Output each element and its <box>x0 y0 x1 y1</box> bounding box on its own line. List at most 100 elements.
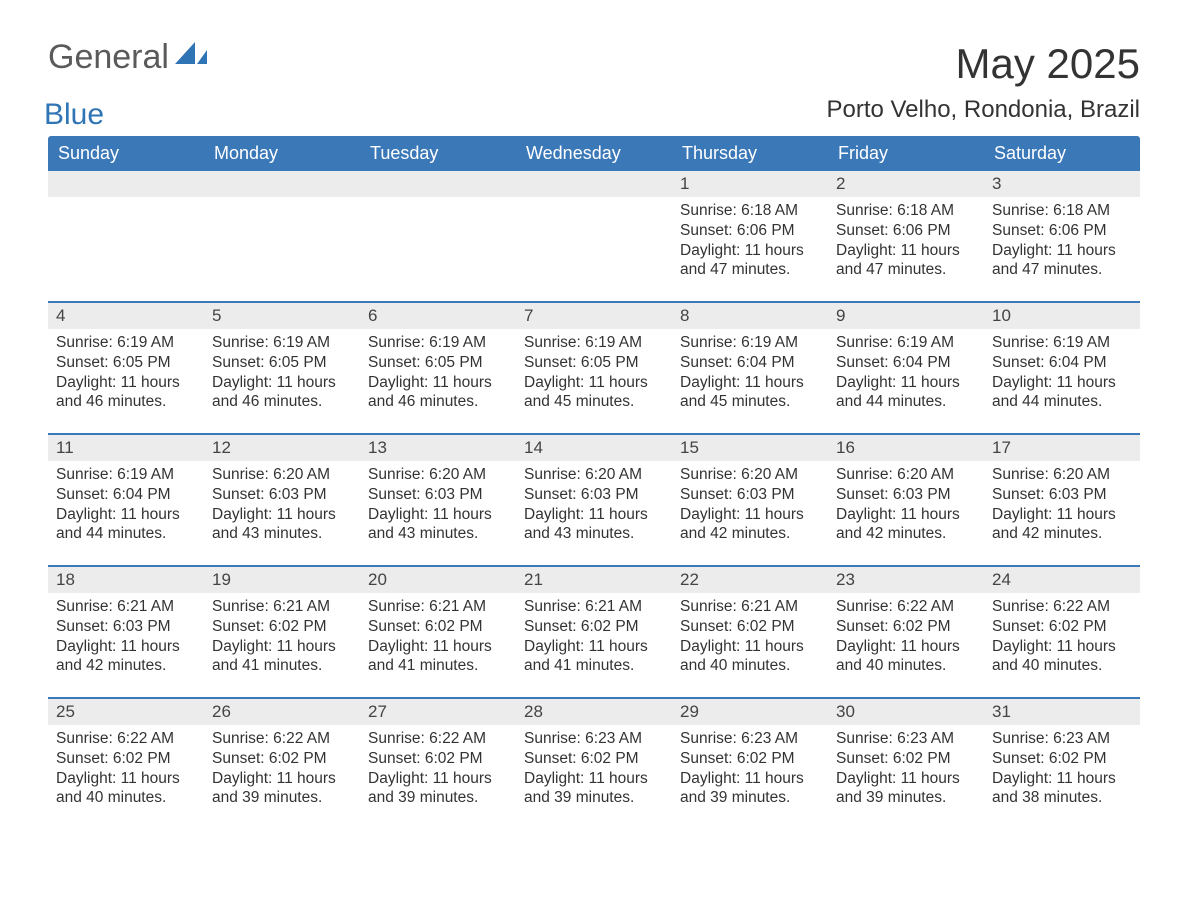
daylight-line: Daylight: 11 hours and 39 minutes. <box>524 769 664 809</box>
sunrise-line: Sunrise: 6:19 AM <box>836 333 976 353</box>
day-cell: 7Sunrise: 6:19 AMSunset: 6:05 PMDaylight… <box>516 303 672 433</box>
sunset-line: Sunset: 6:02 PM <box>368 617 508 637</box>
weeks-container: 1Sunrise: 6:18 AMSunset: 6:06 PMDaylight… <box>48 171 1140 829</box>
daylight-line: Daylight: 11 hours and 42 minutes. <box>56 637 196 677</box>
day-cell <box>204 171 360 301</box>
daylight-line: Daylight: 11 hours and 40 minutes. <box>680 637 820 677</box>
daylight-line: Daylight: 11 hours and 44 minutes. <box>992 373 1132 413</box>
day-body: Sunrise: 6:20 AMSunset: 6:03 PMDaylight:… <box>516 461 672 552</box>
sunrise-line: Sunrise: 6:23 AM <box>680 729 820 749</box>
sunrise-line: Sunrise: 6:19 AM <box>56 333 196 353</box>
day-body: Sunrise: 6:22 AMSunset: 6:02 PMDaylight:… <box>360 725 516 816</box>
sunset-line: Sunset: 6:03 PM <box>680 485 820 505</box>
sunset-line: Sunset: 6:05 PM <box>212 353 352 373</box>
day-cell: 1Sunrise: 6:18 AMSunset: 6:06 PMDaylight… <box>672 171 828 301</box>
day-body: Sunrise: 6:20 AMSunset: 6:03 PMDaylight:… <box>204 461 360 552</box>
sunset-line: Sunset: 6:04 PM <box>992 353 1132 373</box>
sunrise-line: Sunrise: 6:22 AM <box>368 729 508 749</box>
day-body: Sunrise: 6:23 AMSunset: 6:02 PMDaylight:… <box>672 725 828 816</box>
day-number: 21 <box>516 567 672 593</box>
day-cell: 8Sunrise: 6:19 AMSunset: 6:04 PMDaylight… <box>672 303 828 433</box>
day-number: 30 <box>828 699 984 725</box>
day-cell: 24 Sunrise: 6:22 AMSunset: 6:02 PMDayligh… <box>984 567 1140 697</box>
sunrise-line: Sunrise: 6:23 AM <box>992 729 1132 749</box>
sunrise-line: Sunrise: 6:21 AM <box>524 597 664 617</box>
day-number: 17 <box>984 435 1140 461</box>
day-number: 7 <box>516 303 672 329</box>
day-number: 20 <box>360 567 516 593</box>
daylight-line: Daylight: 11 hours and 40 minutes. <box>992 637 1132 677</box>
day-body: Sunrise: 6:20 AMSunset: 6:03 PMDaylight:… <box>672 461 828 552</box>
day-number: 11 <box>48 435 204 461</box>
logo-word-general: General <box>48 38 169 76</box>
day-cell: 20Sunrise: 6:21 AMSunset: 6:02 PMDayligh… <box>360 567 516 697</box>
daylight-line: Daylight: 11 hours and 46 minutes. <box>212 373 352 413</box>
calendar: SundayMondayTuesdayWednesdayThursdayFrid… <box>48 136 1140 829</box>
daylight-line: Daylight: 11 hours and 45 minutes. <box>524 373 664 413</box>
day-number: 6 <box>360 303 516 329</box>
sunset-line: Sunset: 6:02 PM <box>992 617 1132 637</box>
sunset-line: Sunset: 6:02 PM <box>680 617 820 637</box>
day-cell: 21 Sunrise: 6:21 AMSunset: 6:02 PMDayligh… <box>516 567 672 697</box>
day-number: 14 <box>516 435 672 461</box>
day-body: Sunrise: 6:22 AMSunset: 6:02 PMDaylight:… <box>828 593 984 684</box>
day-number: 1 <box>672 171 828 197</box>
daylight-line: Daylight: 11 hours and 40 minutes. <box>836 637 976 677</box>
daylight-line: Daylight: 11 hours and 43 minutes. <box>212 505 352 545</box>
month-title: May 2025 <box>826 40 1140 88</box>
weekday-monday: Monday <box>204 136 360 171</box>
sunrise-line: Sunrise: 6:18 AM <box>992 201 1132 221</box>
sunrise-line: Sunrise: 6:18 AM <box>680 201 820 221</box>
day-cell: 2Sunrise: 6:18 AMSunset: 6:06 PMDaylight… <box>828 171 984 301</box>
day-cell: 23Sunrise: 6:22 AMSunset: 6:02 PMDayligh… <box>828 567 984 697</box>
week-row: 18Sunrise: 6:21 AMSunset: 6:03 PMDayligh… <box>48 565 1140 697</box>
day-cell: 3Sunrise: 6:18 AMSunset: 6:06 PMDaylight… <box>984 171 1140 301</box>
day-body <box>204 197 360 209</box>
day-cell: 27Sunrise: 6:22 AMSunset: 6:02 PMDayligh… <box>360 699 516 829</box>
daylight-line: Daylight: 11 hours and 44 minutes. <box>836 373 976 413</box>
daylight-line: Daylight: 11 hours and 39 minutes. <box>368 769 508 809</box>
week-row: 1Sunrise: 6:18 AMSunset: 6:06 PMDaylight… <box>48 171 1140 301</box>
day-body: Sunrise: 6:18 AMSunset: 6:06 PMDaylight:… <box>672 197 828 288</box>
day-number: 18 <box>48 567 204 593</box>
day-number <box>48 171 204 197</box>
sunrise-line: Sunrise: 6:21 AM <box>368 597 508 617</box>
logo-sail-icon <box>175 42 209 69</box>
week-row: 25Sunrise: 6:22 AMSunset: 6:02 PMDayligh… <box>48 697 1140 829</box>
sunrise-line: Sunrise: 6:23 AM <box>524 729 664 749</box>
weekday-thursday: Thursday <box>672 136 828 171</box>
sunset-line: Sunset: 6:02 PM <box>836 749 976 769</box>
day-cell: 15Sunrise: 6:20 AMSunset: 6:03 PMDayligh… <box>672 435 828 565</box>
day-body: Sunrise: 6:19 AMSunset: 6:05 PMDaylight:… <box>360 329 516 420</box>
sunrise-line: Sunrise: 6:19 AM <box>524 333 664 353</box>
daylight-line: Daylight: 11 hours and 41 minutes. <box>212 637 352 677</box>
daylight-line: Daylight: 11 hours and 43 minutes. <box>524 505 664 545</box>
day-cell: 19Sunrise: 6:21 AMSunset: 6:02 PMDayligh… <box>204 567 360 697</box>
logo: General Blue <box>48 40 207 108</box>
weekday-tuesday: Tuesday <box>360 136 516 171</box>
day-body: Sunrise: 6:21 AMSunset: 6:02 PMDaylight:… <box>672 593 828 684</box>
sunset-line: Sunset: 6:03 PM <box>368 485 508 505</box>
daylight-line: Daylight: 11 hours and 39 minutes. <box>836 769 976 809</box>
sunset-line: Sunset: 6:02 PM <box>212 749 352 769</box>
sunrise-line: Sunrise: 6:20 AM <box>524 465 664 485</box>
sunset-line: Sunset: 6:02 PM <box>836 617 976 637</box>
day-cell: 11Sunrise: 6:19 AMSunset: 6:04 PMDayligh… <box>48 435 204 565</box>
daylight-line: Daylight: 11 hours and 44 minutes. <box>56 505 196 545</box>
day-body: Sunrise: 6:18 AMSunset: 6:06 PMDaylight:… <box>828 197 984 288</box>
daylight-line: Daylight: 11 hours and 41 minutes. <box>524 637 664 677</box>
day-body <box>516 197 672 209</box>
daylight-line: Daylight: 11 hours and 38 minutes. <box>992 769 1132 809</box>
day-number: 2 <box>828 171 984 197</box>
day-number: 29 <box>672 699 828 725</box>
sunrise-line: Sunrise: 6:22 AM <box>992 597 1132 617</box>
title-block: May 2025 Porto Velho, Rondonia, Brazil <box>826 40 1140 124</box>
day-cell: 18Sunrise: 6:21 AMSunset: 6:03 PMDayligh… <box>48 567 204 697</box>
day-cell <box>360 171 516 301</box>
day-number <box>360 171 516 197</box>
day-cell: 16Sunrise: 6:20 AMSunset: 6:03 PMDayligh… <box>828 435 984 565</box>
day-number: 24 <box>984 567 1140 593</box>
day-body: Sunrise: 6:20 AMSunset: 6:03 PMDaylight:… <box>828 461 984 552</box>
day-number: 22 <box>672 567 828 593</box>
sunset-line: Sunset: 6:02 PM <box>524 617 664 637</box>
